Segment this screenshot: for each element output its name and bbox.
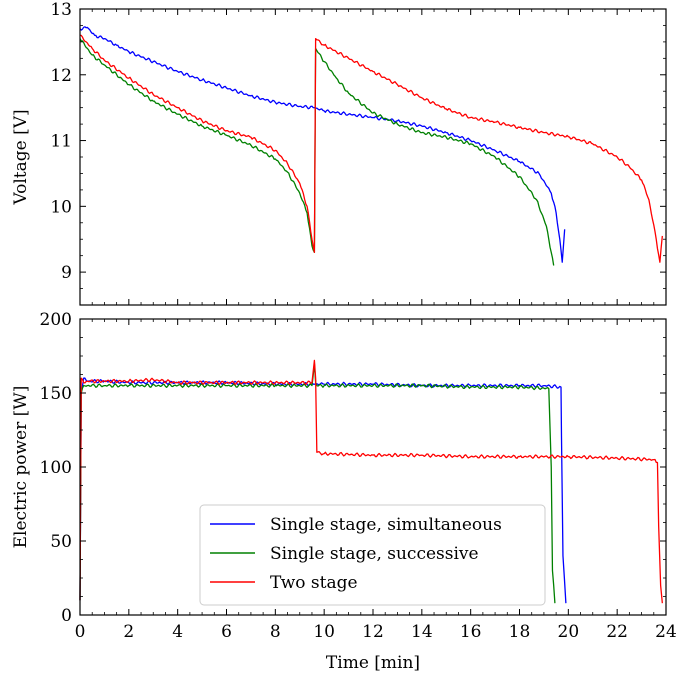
power-y-tick-label: 150 — [40, 384, 72, 404]
power-y-tick-label: 200 — [40, 310, 72, 330]
power-series-line-two-stage — [79, 359, 663, 604]
voltage-y-tick-label: 12 — [50, 66, 72, 86]
power-x-tick-label: 2 — [123, 622, 134, 642]
power-x-tick-label: 20 — [558, 622, 580, 642]
power-y-axis-label: Electric power [W] — [11, 386, 31, 549]
voltage-series-line-single-stage-successive — [79, 38, 555, 266]
power-x-axis-label: Time [min] — [326, 653, 420, 673]
voltage-y-tick-label: 10 — [50, 197, 72, 217]
power-x-tick-label: 10 — [313, 622, 335, 642]
voltage-series-line-two-stage — [79, 34, 663, 263]
power-panel: 0 2 4 6 8 10 12 14 16 18 20 22 24050100150200Electri… — [11, 310, 677, 673]
power-series-line-single-stage-simultaneous — [79, 377, 567, 604]
power-y-tick-label: 0 — [61, 606, 72, 626]
power-x-tick-label: 14 — [411, 622, 433, 642]
power-y-tick-label: 100 — [40, 458, 72, 478]
legend: Single stage, simultaneous Single stage, … — [199, 504, 546, 606]
legend-entry-label: Single stage, simultaneous — [270, 515, 502, 535]
legend-entry-label: Two stage — [270, 573, 358, 593]
legend-box — [199, 504, 546, 606]
voltage-panel: 9 10 11 12 13 Voltage [V] — [11, 0, 667, 306]
power-x-tick-label: 0 — [75, 622, 86, 642]
power-x-tick-label: 12 — [362, 622, 384, 642]
power-y-tick-label: 50 — [50, 532, 72, 552]
power-x-tick-label: 16 — [460, 622, 482, 642]
voltage-y-tick-label: 13 — [50, 0, 72, 20]
voltage-y-tick-label: 11 — [50, 132, 72, 152]
power-x-tick-label: 18 — [509, 622, 531, 642]
power-x-tick-label: 8 — [270, 622, 281, 642]
power-x-tick-label: 24 — [655, 622, 677, 642]
power-x-tick-label: 6 — [221, 622, 232, 642]
voltage-series-line-single-stage-simultaneous — [79, 26, 566, 263]
voltage-plot-frame — [79, 8, 667, 306]
voltage-y-axis-label: Voltage [V] — [11, 109, 31, 205]
power-x-tick-label: 4 — [172, 622, 183, 642]
legend-entry-label: Single stage, successive — [270, 544, 479, 564]
power-series-line-single-stage-successive — [79, 362, 556, 604]
voltage-y-tick-label: 9 — [61, 263, 72, 283]
power-x-tick-label: 22 — [606, 622, 628, 642]
